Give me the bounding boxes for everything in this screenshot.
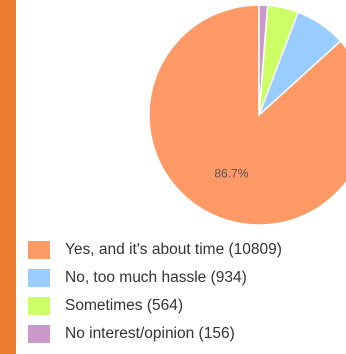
legend-swatch-2 bbox=[28, 297, 50, 315]
legend-label-3: No interest/opinion (156) bbox=[65, 325, 235, 342]
pie-chart: 86.7% bbox=[16, 0, 346, 230]
left-accent-bar bbox=[0, 0, 16, 354]
legend-item-1: No, too much hassle (934) bbox=[28, 264, 346, 292]
legend-label-2: Sometimes (564) bbox=[65, 297, 184, 314]
legend-item-2: Sometimes (564) bbox=[28, 292, 346, 320]
chart-legend: Yes, and it's about time (10809) No, too … bbox=[28, 236, 346, 348]
pie-slice-0 bbox=[148, 4, 346, 226]
legend-label-0: Yes, and it's about time (10809) bbox=[65, 241, 282, 258]
pie-slice-3 bbox=[258, 4, 269, 116]
legend-item-0: Yes, and it's about time (10809) bbox=[28, 236, 346, 264]
legend-item-3: No interest/opinion (156) bbox=[28, 320, 346, 348]
legend-swatch-1 bbox=[28, 269, 50, 287]
pie-slice-percent-label-0: 86.7% bbox=[214, 166, 248, 180]
legend-swatch-3 bbox=[28, 325, 50, 343]
legend-swatch-0 bbox=[28, 241, 50, 259]
legend-label-1: No, too much hassle (934) bbox=[65, 269, 247, 286]
pie-chart-svg: 86.7% bbox=[148, 4, 346, 226]
